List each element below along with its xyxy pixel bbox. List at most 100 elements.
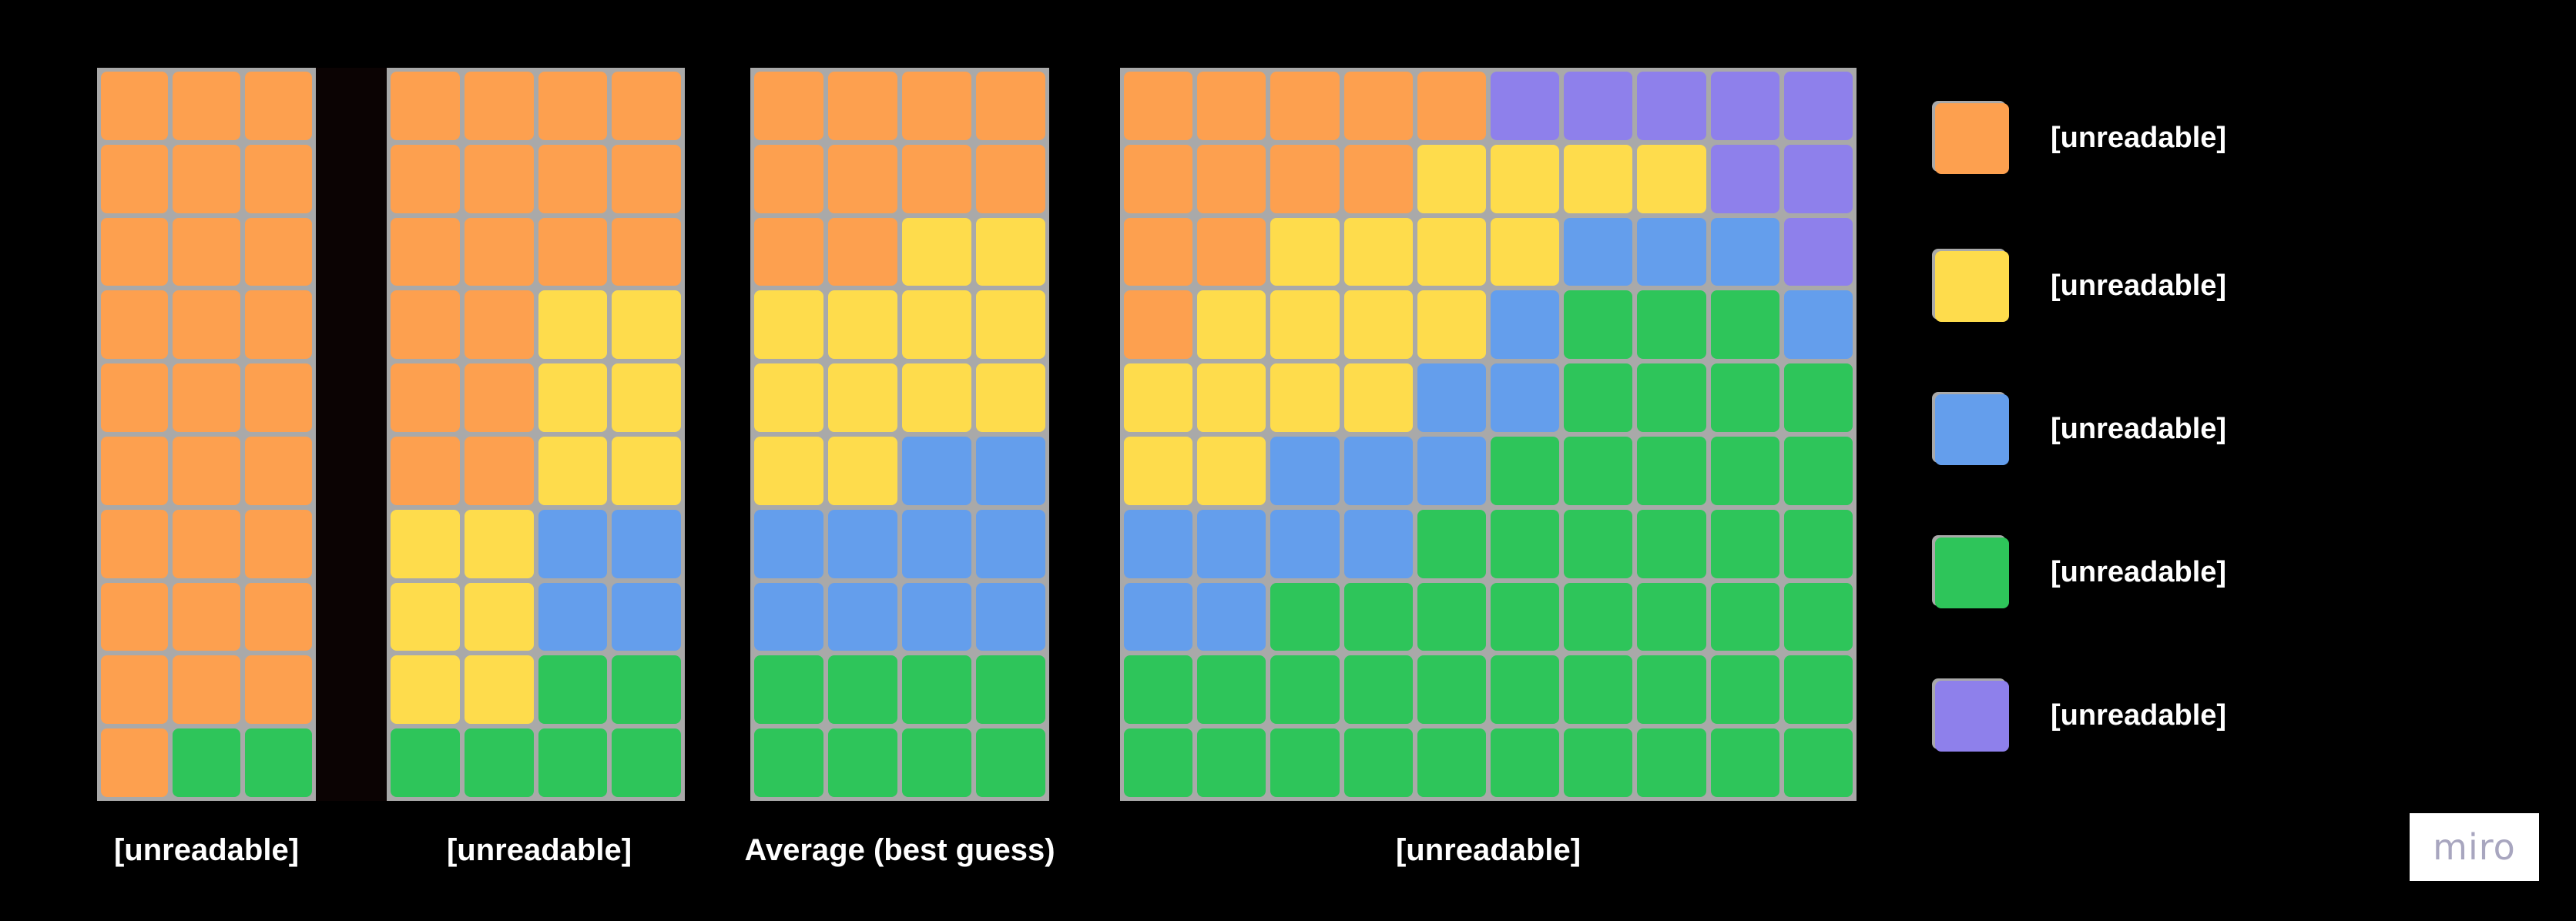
waffle-cell: [974, 142, 1048, 216]
waffle-cell-fill: [902, 655, 971, 725]
waffle-cell-fill: [391, 144, 460, 213]
waffle-cell-fill: [1564, 728, 1633, 797]
waffle-cell-fill: [754, 144, 823, 213]
legend-swatch-blue: [1935, 394, 2009, 465]
waffle-cell-fill: [464, 363, 534, 432]
waffle-cell-fill: [1343, 217, 1413, 286]
waffle-cell-fill: [754, 72, 823, 140]
waffle-cell: [170, 726, 242, 799]
waffle-cell: [170, 69, 242, 142]
waffle-cell: [1195, 69, 1268, 142]
waffle-cell: [388, 581, 462, 654]
waffle-cell-fill: [1124, 217, 1193, 286]
waffle-cell: [826, 581, 900, 654]
waffle-cell-fill: [538, 509, 608, 578]
legend-swatch-green: [1935, 538, 2009, 608]
waffle-cell: [536, 653, 610, 726]
waffle-cell-fill: [1490, 509, 1560, 578]
waffle-cell-fill: [1124, 290, 1193, 360]
waffle-cell-fill: [1270, 144, 1340, 213]
waffle-cell: [1488, 726, 1561, 799]
waffle-cell: [243, 216, 314, 289]
waffle-cell: [99, 69, 170, 142]
waffle-cell: [900, 726, 974, 799]
waffle-cell-fill: [902, 363, 971, 432]
waffle-cell-fill: [1710, 72, 1779, 140]
waffle-cell: [1488, 361, 1561, 434]
waffle-cell-fill: [1124, 144, 1193, 213]
waffle-cell: [170, 288, 242, 361]
waffle-cell-fill: [464, 509, 534, 578]
waffle-cell: [826, 361, 900, 434]
waffle-cell-fill: [1197, 363, 1266, 432]
waffle-cell: [1415, 69, 1488, 142]
waffle-cell-fill: [1197, 728, 1266, 797]
waffle-cell-fill: [1710, 728, 1779, 797]
waffle-cell: [1635, 288, 1708, 361]
waffle-cell-fill: [391, 290, 460, 360]
waffle-cell-fill: [1564, 363, 1633, 432]
waffle-cell-fill: [538, 728, 608, 797]
waffle-cell-fill: [1270, 217, 1340, 286]
waffle-cell: [99, 142, 170, 216]
waffle-cell-fill: [391, 655, 460, 725]
waffle-cell: [1195, 288, 1268, 361]
waffle-cell-fill: [1270, 363, 1340, 432]
waffle-cell-fill: [1417, 217, 1486, 286]
waffle-cell: [170, 581, 242, 654]
waffle-cell: [462, 434, 536, 507]
waffle-cell-fill: [1710, 582, 1779, 651]
waffle-cell-fill: [101, 72, 169, 140]
waffle-cell-fill: [828, 290, 897, 360]
waffle-cell-fill: [754, 655, 823, 725]
waffle-cell: [826, 434, 900, 507]
waffle-cell: [1488, 507, 1561, 581]
waffle-cell: [243, 726, 314, 799]
waffle-cell: [900, 361, 974, 434]
waffle-cell: [1782, 142, 1855, 216]
waffle-cell-fill: [828, 72, 897, 140]
waffle-cell-fill: [1417, 728, 1486, 797]
waffle-cell-fill: [1197, 72, 1266, 140]
waffle-cell-fill: [902, 217, 971, 286]
waffle-cell-fill: [1637, 509, 1706, 578]
waffle-cell: [1122, 507, 1195, 581]
waffle-cell: [609, 653, 683, 726]
waffle-cell-fill: [1270, 728, 1340, 797]
waffle-cell-fill: [1564, 437, 1633, 505]
waffle-cell-fill: [1783, 655, 1853, 725]
waffle-cell: [752, 69, 826, 142]
waffle-cell: [536, 434, 610, 507]
waffle-cell-fill: [173, 509, 240, 578]
waffle-cell-fill: [1564, 217, 1633, 286]
waffle-cell: [1635, 726, 1708, 799]
waffle-cell-fill: [1490, 290, 1560, 360]
waffle-cell: [826, 726, 900, 799]
waffle-cell-fill: [1343, 363, 1413, 432]
waffle-cell: [752, 726, 826, 799]
waffle-cell-fill: [1783, 144, 1853, 213]
waffle-cell: [609, 69, 683, 142]
waffle-cell: [462, 581, 536, 654]
waffle-cell-fill: [1710, 655, 1779, 725]
waffle-cell-fill: [538, 655, 608, 725]
waffle-cell: [99, 361, 170, 434]
waffle-cell-fill: [538, 290, 608, 360]
waffle-cell: [462, 69, 536, 142]
waffle-cell-fill: [754, 363, 823, 432]
waffle-cell-fill: [612, 144, 681, 213]
waffle-cell-fill: [976, 655, 1045, 725]
waffle-cell-fill: [1343, 728, 1413, 797]
waffle-cell-fill: [612, 655, 681, 725]
waffle-cell: [462, 216, 536, 289]
waffle-cell-fill: [1124, 655, 1193, 725]
waffle-cell: [609, 142, 683, 216]
waffle-cell-fill: [1564, 655, 1633, 725]
waffle-cell: [1195, 653, 1268, 726]
waffle-cell-fill: [1417, 290, 1486, 360]
waffle-cell-fill: [754, 217, 823, 286]
waffle-cell-fill: [976, 72, 1045, 140]
waffle-cell: [1122, 288, 1195, 361]
category-label-2: [unreadable]: [446, 833, 632, 867]
waffle-cell-fill: [976, 290, 1045, 360]
